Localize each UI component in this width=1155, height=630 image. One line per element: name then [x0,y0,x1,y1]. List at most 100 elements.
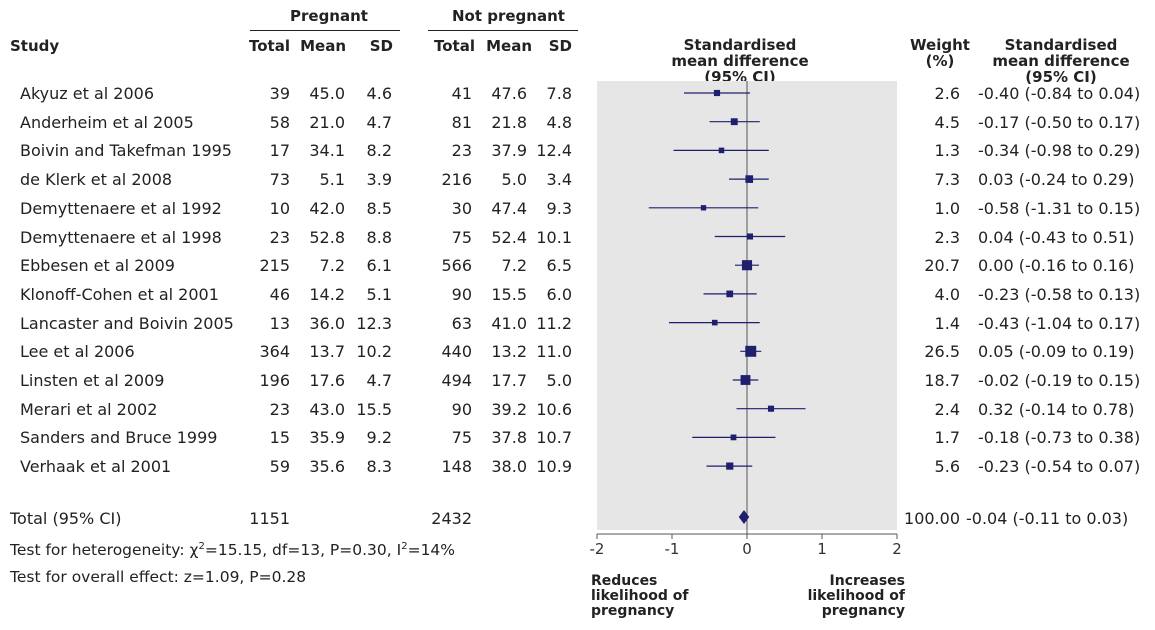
study-name: Merari et al 2002 [20,399,158,419]
sd-pregnant: 8.3 [366,457,392,477]
weight: 20.7 [924,256,960,276]
mean-pregnant: 7.2 [319,256,345,276]
col-header-study: Study [10,37,60,55]
total-not-pregnant: 75 [451,227,472,247]
study-name: Demyttenaere et al 1992 [20,198,222,218]
smd-ci-text: 0.00 (-0.16 to 0.16) [978,256,1135,276]
study-name: Ebbesen et al 2009 [20,256,175,276]
sd-pregnant: 15.5 [356,399,392,419]
study-name: Verhaak et al 2001 [20,457,172,477]
group-underline-not-pregnant [428,30,578,31]
mean-not-pregnant: 38.0 [491,457,527,477]
study-name: Linsten et al 2009 [20,371,165,390]
study-name: de Klerk et al 2008 [20,170,173,190]
total-not-pregnant: 440 [441,342,472,362]
point-estimate [700,205,707,211]
sd-pregnant: 9.2 [366,428,392,448]
weight: 26.5 [924,342,960,362]
weight: 18.7 [924,371,960,390]
point-estimate [713,89,721,97]
overall-effect-test: Test for overall effect: z=1.09, P=0.28 [10,568,307,586]
total-not-pregnant: 90 [451,399,472,419]
x-tick-label: 2 [892,540,902,558]
point-estimate [746,233,754,240]
chi-superscript: 2 [198,541,205,552]
mean-pregnant: 45.0 [309,84,345,103]
col-header-mean-1: Mean [300,37,346,55]
study-name: Sanders and Bruce 1999 [20,428,218,448]
study-name: Anderheim et al 2005 [20,112,194,132]
mean-not-pregnant: 37.8 [491,428,527,448]
smd-ci-text: 0.32 (-0.14 to 0.78) [978,399,1135,419]
sd-not-pregnant: 7.8 [546,84,572,103]
sd-not-pregnant: 10.7 [536,428,572,448]
sd-not-pregnant: 12.4 [536,141,572,161]
total-not-pregnant: 148 [441,457,472,477]
direction-left-line: pregnancy [591,603,675,619]
weight: 2.6 [934,84,960,103]
mean-not-pregnant: 39.2 [491,399,527,419]
col-header-sd-1: SD [369,37,393,55]
direction-right-line: pregnancy [821,603,905,619]
mean-not-pregnant: 52.4 [491,227,527,247]
sd-not-pregnant: 10.6 [536,399,572,419]
sd-pregnant: 8.2 [366,141,392,161]
sd-not-pregnant: 9.3 [546,198,572,218]
smd-ci-text: -0.02 (-0.19 to 0.15) [978,371,1141,390]
col-header-mean-2: Mean [486,37,532,55]
col-header-smd-text: Standardised mean difference (95% CI) [992,36,1130,86]
mean-pregnant: 35.9 [309,428,345,448]
weight: 4.5 [934,112,960,132]
point-estimate [711,319,718,326]
mean-not-pregnant: 7.2 [501,256,527,276]
sd-pregnant: 12.3 [356,313,392,333]
mean-pregnant: 21.0 [309,112,345,132]
col-header-total-1: Total [249,37,290,55]
direction-left-line: likelihood of [591,588,689,604]
mean-not-pregnant: 47.6 [491,84,527,103]
plot-marks: -2 -1 0 1 2 [590,89,902,558]
mean-not-pregnant: 21.8 [491,112,527,132]
sd-not-pregnant: 10.1 [536,227,572,247]
total-not-pregnant: 23 [451,141,472,161]
weight: 4.0 [934,284,960,304]
total-not-pregnant: 216 [441,170,472,190]
smd-ci-text: -0.23 (-0.54 to 0.07) [978,457,1141,477]
total-pregnant: 215 [259,256,290,276]
mean-not-pregnant: 5.0 [501,170,527,190]
mean-pregnant: 17.6 [309,371,345,390]
mean-pregnant: 43.0 [309,399,345,419]
smd-ci-text: -0.34 (-0.98 to 0.29) [978,141,1141,161]
mean-not-pregnant: 13.2 [491,342,527,362]
i-superscript: 2 [401,541,408,552]
total-pregnant: 196 [259,371,290,390]
group-header-not-pregnant: Not pregnant [452,7,565,25]
total-pregnant: 23 [269,227,290,247]
point-estimate [745,345,757,357]
point-estimate [740,375,751,385]
smd-ci-text: 0.03 (-0.24 to 0.29) [978,170,1135,190]
weight: 1.0 [934,198,960,218]
total-ci-text: -0.04 (-0.11 to 0.03) [966,509,1129,528]
direction-left: Reduces likelihood of pregnancy [591,574,688,619]
group-underline-pregnant [250,30,400,31]
direction-left-line: Reduces [591,573,658,589]
study-name: Boivin and Takefman 1995 [20,141,232,161]
total-pregnant: 58 [269,112,290,132]
sd-not-pregnant: 4.8 [546,112,572,132]
sd-pregnant: 8.5 [366,198,392,218]
mean-pregnant: 5.1 [319,170,345,190]
sd-not-pregnant: 11.0 [536,342,572,362]
sd-not-pregnant: 3.4 [546,170,572,190]
heterogeneity-end: =14% [407,541,456,560]
direction-right-line: likelihood of [807,588,905,604]
sd-pregnant: 4.7 [366,112,392,132]
x-tick-label: 1 [817,540,827,558]
total-pregnant: 59 [269,457,290,477]
chi-symbol: χ [189,541,199,560]
x-tick-label: 0 [742,540,752,558]
mean-pregnant: 52.8 [309,227,345,247]
smd-ci-text: 0.04 (-0.43 to 0.51) [978,227,1135,247]
heterogeneity-mid: =15.15, df=13, P=0.30, I [204,541,402,560]
point-estimate [745,175,754,183]
